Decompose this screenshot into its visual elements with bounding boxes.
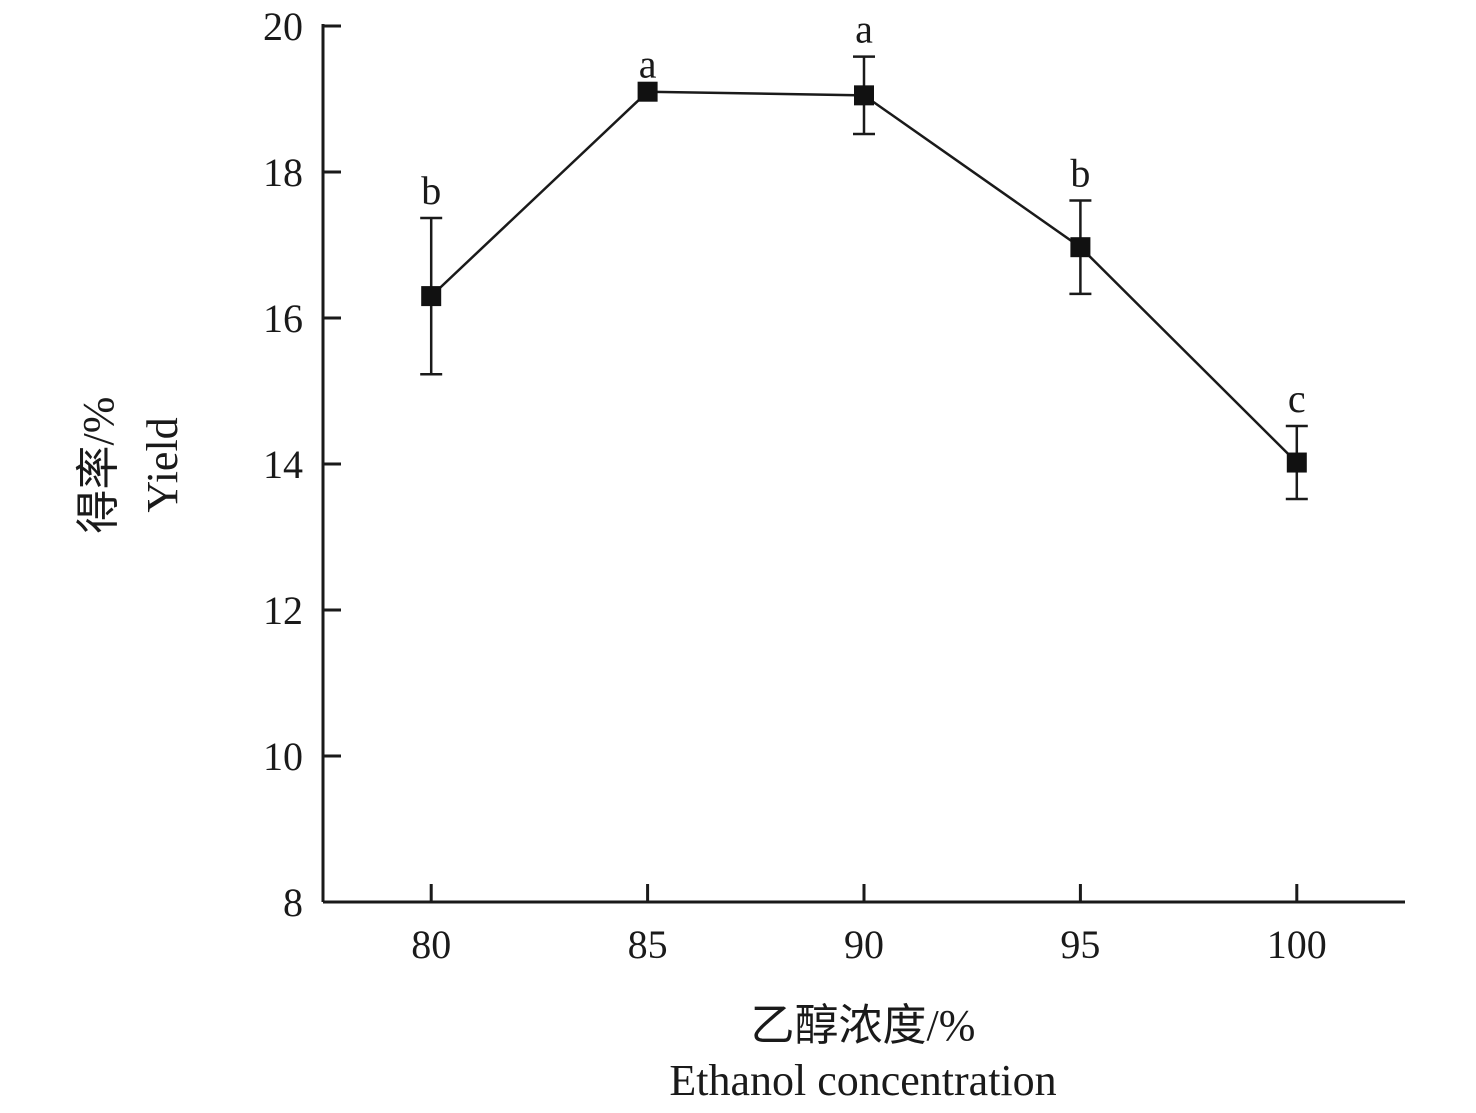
x-axis-title-english: Ethanol concentration [669, 1056, 1056, 1105]
data-points [421, 81, 1307, 473]
y-axis-title-english: Yield [138, 417, 187, 512]
y-axis-ticks: 8 10 12 14 16 18 20 [263, 4, 341, 925]
significance-labels: b a a b c [421, 7, 1305, 421]
x-tick-label: 95 [1060, 922, 1100, 967]
x-tick-label: 85 [628, 922, 668, 967]
y-tick-label: 12 [263, 588, 303, 633]
y-axis-title-chinese: 得率/% [74, 397, 123, 534]
axes [321, 24, 1405, 904]
significance-label: c [1288, 376, 1306, 421]
x-tick-label: 90 [844, 922, 884, 967]
y-tick-label: 14 [263, 442, 303, 487]
significance-label: b [421, 168, 441, 213]
y-tick-label: 20 [263, 4, 303, 49]
series-line-path [430, 90, 1298, 464]
data-point-marker [1070, 237, 1091, 258]
x-axis-title-chinese: 乙醇浓度/% [751, 1001, 976, 1050]
x-tick-label: 100 [1267, 922, 1327, 967]
x-axis-ticks: 80 85 90 95 100 [411, 884, 1327, 967]
x-tick-label: 80 [411, 922, 451, 967]
y-tick-label: 16 [263, 296, 303, 341]
y-tick-label: 8 [283, 880, 303, 925]
y-tick-label: 10 [263, 734, 303, 779]
significance-label: b [1070, 150, 1090, 195]
data-point-marker [1286, 452, 1307, 473]
significance-label: a [639, 42, 657, 87]
data-point-marker [421, 286, 442, 307]
data-point-marker [854, 85, 874, 106]
significance-label: a [855, 7, 873, 52]
y-tick-label: 18 [263, 150, 303, 195]
series-line [430, 90, 1298, 464]
data-point-marker [637, 81, 658, 102]
error-bars [420, 55, 1308, 501]
